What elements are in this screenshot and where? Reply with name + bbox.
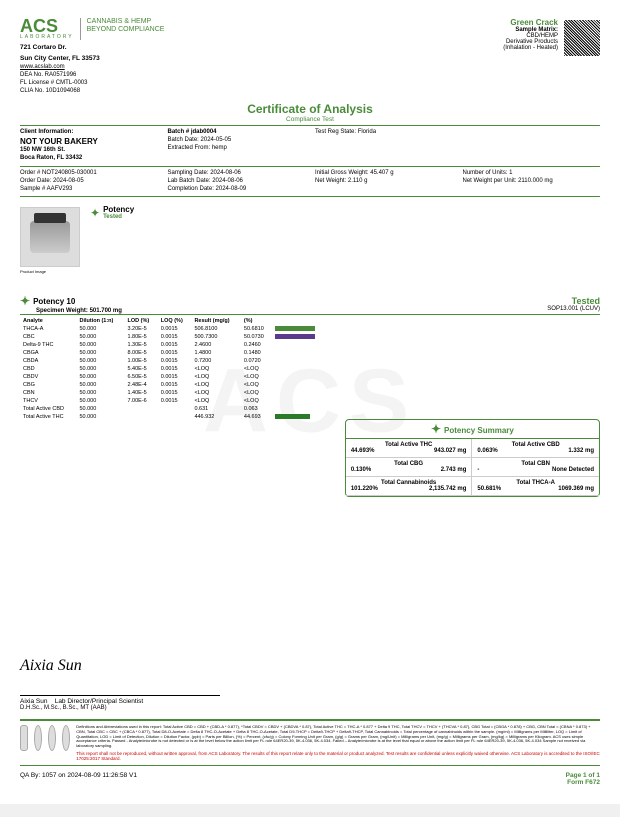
batch-num: Batch # jdab0004 <box>168 129 306 137</box>
summary-cell: Total CBG0.130%2.743 mg <box>346 458 473 477</box>
tagline2: BEYOND COMPLIANCE <box>87 26 165 34</box>
bar-indicator <box>275 326 315 331</box>
summary-cell: Total CBN-None Detected <box>472 458 599 477</box>
col-header: Result (mg/g) <box>191 317 240 325</box>
batch-date: Batch Date: 2024-05-05 <box>168 137 306 145</box>
coa-sub: Compliance Test <box>20 116 600 126</box>
lab-url[interactable]: www.acslab.com <box>20 64 164 70</box>
table-row: Total Active CBD50.0000.6310.063 <box>20 405 327 413</box>
sample-num: Sample # AAFV293 <box>20 186 158 194</box>
dea-no: DEA No. RA0571996 <box>20 72 164 78</box>
col-header: LOD (%) <box>124 317 157 325</box>
summary-cell: Total Cannabinoids101.220%2,135.742 mg <box>346 477 473 496</box>
img-caption: Product Image <box>20 269 80 274</box>
table-row: Total Active THC50.000446.93244.693 <box>20 413 327 421</box>
specimen-weight: Specimen Weight: 501.700 mg <box>36 308 122 314</box>
qr-code[interactable] <box>564 20 600 56</box>
weight-per-unit: Net Weight per Unit: 2110.000 mg <box>463 178 601 186</box>
table-row: THCA-A50.0003.20E-50.0015506.810050.6810 <box>20 325 327 333</box>
net-weight: Net Weight: 2.110 g <box>315 178 453 186</box>
table-row: Delta-9 THC50.0001.30E-50.00152.46000.24… <box>20 341 327 349</box>
client-addr2: Boca Raton, FL 33432 <box>20 155 158 163</box>
table-row: THCV50.0007.00E-60.0015<LOQ<LOQ <box>20 397 327 405</box>
client-name: NOT YOUR BAKERY <box>20 137 158 147</box>
num-units: Number of Units: 1 <box>463 170 601 178</box>
table-row: CBG50.0002.48E-40.0015<LOQ<LOQ <box>20 381 327 389</box>
col-header: LOQ (%) <box>158 317 192 325</box>
product-name: Green Crack <box>503 18 558 27</box>
sop-code: SOP13.001 (LCUV) <box>547 306 600 312</box>
extracted: Extracted From: hemp <box>168 145 306 153</box>
leaf-icon: ✦ <box>90 206 100 220</box>
product-image <box>20 207 80 267</box>
logo-sub: LABORATORY <box>20 34 74 40</box>
col-header: Analyte <box>20 317 76 325</box>
coa-title: Certificate of Analysis <box>20 102 600 116</box>
order-num: Order # NOT240805-030001 <box>20 170 158 178</box>
lab-addr1: 721 Cortaro Dr. <box>20 44 164 51</box>
summary-cell: Total Active THC44.693%943.027 mg <box>346 439 473 458</box>
tested-tag: Tested <box>547 296 600 306</box>
table-row: CBDV50.0006.50E-50.0015<LOQ<LOQ <box>20 373 327 381</box>
client-lbl: Client Information: <box>20 129 158 137</box>
summary-cell: Total THCA-A50.681%1069.369 mg <box>472 477 599 496</box>
table-row: CBC50.0001.80E-50.0015500.730050.0730 <box>20 333 327 341</box>
lab-batch-date: Lab Batch Date: 2024-08-06 <box>168 178 306 186</box>
summary-парt: Potency Summary <box>444 426 514 435</box>
table-row: CBD50.0005.40E-50.0015<LOQ<LOQ <box>20 365 327 373</box>
tested-lbl: Tested <box>103 214 134 220</box>
sampling-date: Sampling Date: 2024-08-06 <box>168 170 306 178</box>
leaf-icon: ✦ <box>20 294 30 308</box>
order-date: Order Date: 2024-08-05 <box>20 178 158 186</box>
tagline1: CANNABIS & HEMP <box>87 18 165 26</box>
completion-date: Completion Date: 2024-08-09 <box>168 186 306 194</box>
reg-state: Test Reg State: Florida <box>315 129 453 137</box>
leaf-icon: ✦ <box>431 422 441 436</box>
potency-lbl: Potency <box>103 205 134 214</box>
client-addr1: 150 NW 16th St. <box>20 147 158 155</box>
section-title: Potency 10 <box>33 297 75 306</box>
potency-summary: ✦Potency Summary Total Active THC44.693%… <box>345 419 600 497</box>
gross-weight: Initial Gross Weight: 45.407 g <box>315 170 453 178</box>
lab-addr2: Sun City Center, FL 33573 <box>20 55 164 62</box>
table-row: CBN50.0001.40E-50.0015<LOQ<LOQ <box>20 389 327 397</box>
table-row: CBDA50.0001.00E-50.00150.72000.0720 <box>20 357 327 365</box>
col-header: Dilution (1:n) <box>76 317 124 325</box>
summary-cell: Total Active CBD0.063%1.332 mg <box>472 439 599 458</box>
bar-indicator <box>275 334 315 339</box>
clia-no: CLIA No. 10D1094068 <box>20 88 164 94</box>
fl-license: FL License # CMTL-0003 <box>20 80 164 86</box>
bar-indicator <box>275 414 310 419</box>
table-row: CBGA50.0008.00E-50.00151.48000.1480 <box>20 349 327 357</box>
col-header: (%) <box>241 317 272 325</box>
inhalation: (Inhalation - Heated) <box>503 45 558 51</box>
potency-table: AnalyteDilution (1:n)LOD (%)LOQ (%)Resul… <box>20 317 327 421</box>
logo-text: ACS <box>20 18 74 34</box>
